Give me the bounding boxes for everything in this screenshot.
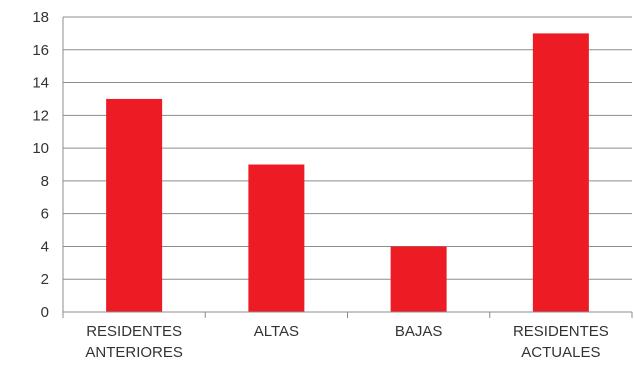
x-axis [62, 17, 633, 318]
x-axis-labels: RESIDENTES ANTERIORES ALTAS BAJAS RESIDENTES… [85, 323, 608, 361]
bar [390, 246, 447, 312]
x-tick-label: ALTAS [254, 323, 299, 340]
y-tick-label: 16 [32, 42, 49, 59]
y-tick-label: 12 [32, 107, 49, 124]
x-tick-label: RESIDENTES [86, 323, 182, 340]
y-tick-label: 2 [41, 271, 49, 288]
y-tick-label: 0 [41, 304, 49, 321]
x-tick-label: RESIDENTES [513, 323, 609, 340]
y-tick-label: 4 [41, 238, 49, 255]
y-axis-ticks: 0 2 4 6 8 10 12 14 16 18 [32, 9, 49, 321]
bar [248, 164, 305, 312]
x-tick-label: BAJAS [395, 323, 443, 340]
bars [106, 33, 589, 313]
y-tick-label: 14 [32, 75, 49, 92]
y-tick-label: 6 [41, 206, 49, 223]
x-tick-label: ACTUALES [521, 344, 600, 361]
bar [532, 33, 589, 313]
y-tick-label: 18 [32, 9, 49, 26]
bar [106, 98, 163, 312]
y-tick-label: 10 [32, 140, 49, 157]
x-tick-label: ANTERIORES [85, 344, 183, 361]
y-tick-label: 8 [41, 173, 49, 190]
